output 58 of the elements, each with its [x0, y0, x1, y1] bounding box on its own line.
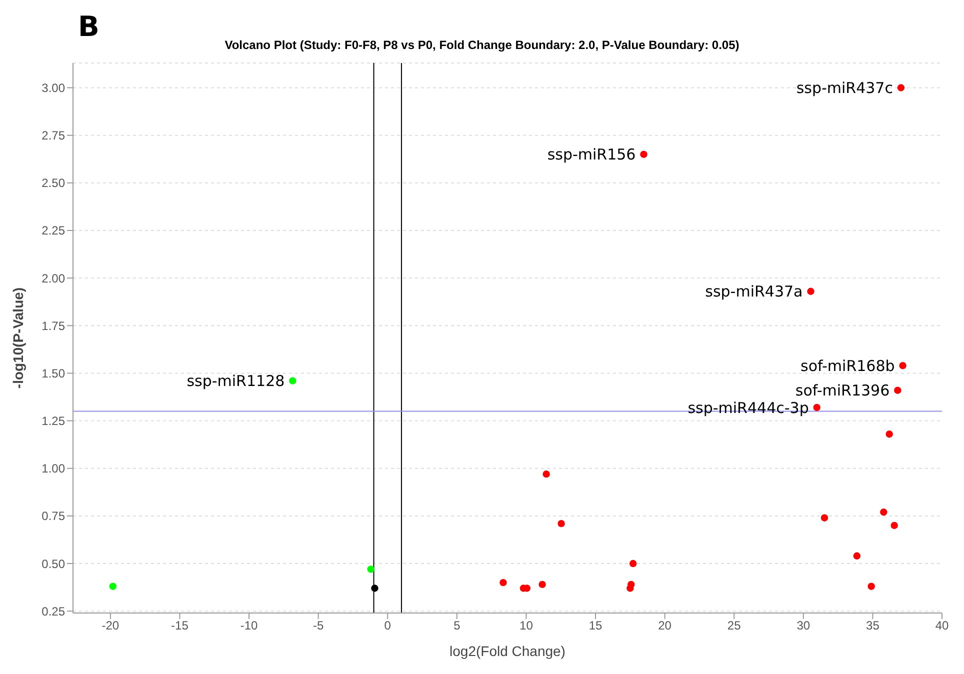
- y-tick-label: 1.75: [42, 318, 66, 333]
- y-axis-title: -log10(P-Value): [10, 287, 26, 389]
- point: [542, 470, 550, 478]
- y-tick-label: 2.00: [42, 271, 66, 286]
- point: [371, 584, 378, 592]
- chart-title: Volcano Plot (Study: F0-F8, P8 vs P0, Fold Change Boundary: 2.0, P-Value Boundary: 0.05): [224, 38, 740, 52]
- annotation: sof-miR1396: [795, 382, 890, 400]
- x-tick-label: 5: [454, 618, 461, 633]
- y-tick-label: 2.50: [42, 176, 66, 190]
- x-tick-label: 20: [658, 618, 672, 633]
- y-tick-label: 2.75: [42, 128, 66, 143]
- x-tick-label: -5: [312, 618, 324, 633]
- x-tick-label: 25: [727, 618, 742, 633]
- x-tick-label: 10: [520, 618, 534, 633]
- point: [500, 578, 507, 586]
- y-tick-label: 1.25: [42, 414, 66, 428]
- y-tick-label: 1.00: [42, 462, 66, 476]
- point: [558, 520, 565, 528]
- point: [289, 377, 296, 384]
- point: [894, 386, 902, 394]
- x-tick-label: 30: [796, 618, 810, 633]
- y-tick-label: 0.25: [42, 604, 66, 618]
- point: [807, 288, 814, 295]
- point: [886, 430, 893, 438]
- point: [880, 508, 888, 516]
- y-tick-label: 0.75: [42, 509, 66, 524]
- point: [813, 404, 820, 412]
- x-tick-label: 40: [935, 618, 949, 633]
- y-tick-label: 1.50: [42, 366, 66, 380]
- point: [538, 580, 546, 588]
- x-tick-label: -15: [171, 618, 189, 633]
- x-tick-label: -20: [102, 618, 120, 633]
- point: [640, 150, 648, 158]
- point: [367, 566, 374, 573]
- x-axis-title: log2(Fold Change): [450, 643, 566, 659]
- annotation: ssp-miR437a: [705, 282, 803, 301]
- point: [109, 582, 117, 590]
- x-tick-label: 15: [588, 618, 603, 633]
- x-tick-label: 0: [384, 618, 392, 633]
- y-tick-label: 3.00: [42, 81, 66, 95]
- x-tick-label: 35: [866, 618, 880, 633]
- point: [626, 584, 634, 592]
- point: [820, 514, 828, 522]
- point: [890, 522, 898, 530]
- annotation: ssp-miR444c-3p: [688, 398, 809, 417]
- point: [629, 560, 637, 568]
- x-tick-label: -10: [240, 618, 258, 633]
- point: [868, 582, 875, 590]
- annotation: ssp-miR1128: [186, 372, 285, 390]
- y-tick-label: 0.50: [42, 556, 66, 571]
- point: [897, 84, 905, 92]
- annotation: sof-miR168b: [800, 356, 895, 375]
- text: B: [78, 10, 100, 43]
- point: [899, 362, 906, 370]
- annotation: ssp-miR156: [547, 146, 636, 164]
- point: [853, 552, 860, 560]
- y-tick-label: 2.25: [42, 224, 66, 238]
- annotation: ssp-miR437c: [796, 79, 893, 98]
